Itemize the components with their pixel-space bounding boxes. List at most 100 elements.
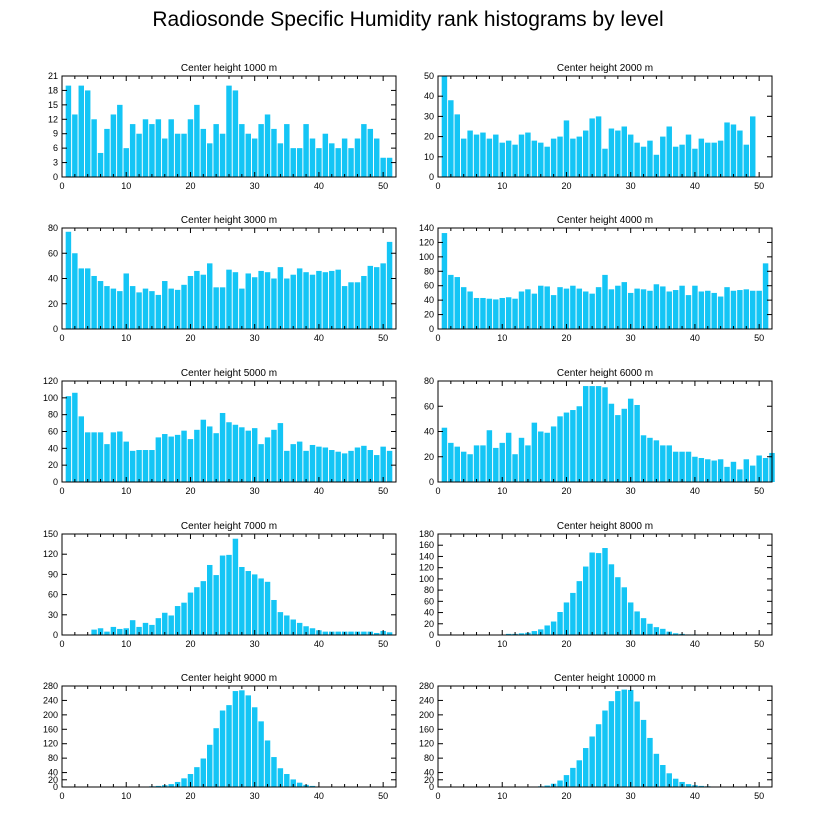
histogram-bar (743, 289, 750, 329)
histogram-bar (595, 386, 602, 482)
x-tick-label: 10 (497, 333, 507, 343)
histogram-bar (155, 294, 162, 329)
histogram-bar (226, 269, 232, 329)
histogram-bar (123, 148, 129, 177)
histogram-bar (296, 782, 303, 787)
y-tick-label: 20 (424, 452, 434, 462)
histogram-bar (621, 587, 627, 635)
histogram-bar (226, 85, 232, 177)
histogram-bar (570, 592, 576, 635)
histogram-bar (576, 288, 583, 329)
histogram-bar (589, 386, 595, 482)
histogram-bar (142, 622, 149, 635)
histogram-bar (660, 628, 666, 635)
histogram-bar (627, 134, 634, 177)
histogram-bar (123, 441, 129, 482)
histogram-bar (386, 157, 393, 177)
histogram-bar (531, 293, 538, 329)
histogram-bar (149, 624, 155, 635)
x-tick-label: 30 (250, 639, 260, 649)
histogram-bar (602, 548, 608, 635)
histogram-bar (538, 431, 544, 482)
histogram-bar (258, 721, 264, 787)
histogram-bar (640, 618, 647, 635)
x-tick-label: 20 (561, 333, 571, 343)
histogram-bar (737, 130, 743, 177)
y-tick-label: 60 (48, 590, 58, 600)
y-tick-label: 0 (429, 324, 434, 334)
x-tick-label: 50 (378, 639, 388, 649)
histogram-bar (608, 289, 615, 329)
histogram-bar (705, 142, 711, 177)
histogram-bar (595, 553, 602, 635)
y-tick-label: 40 (48, 443, 58, 453)
histogram-bar (187, 592, 194, 635)
histogram-bar (692, 456, 698, 482)
histogram-bar (290, 148, 296, 177)
histogram-bar (743, 144, 750, 177)
histogram-bar (724, 466, 730, 482)
histogram-bar (361, 124, 367, 177)
histogram-bar (361, 445, 367, 482)
histogram-bar (711, 460, 717, 482)
histogram-bar (194, 104, 200, 177)
x-tick-label: 10 (497, 486, 507, 496)
y-tick-label: 80 (424, 585, 434, 595)
histogram-bar (386, 450, 393, 482)
histogram-bar (653, 284, 660, 329)
histogram-bar (602, 710, 608, 787)
chart-title: Center height 4000 m (557, 215, 653, 226)
histogram-bar (239, 124, 245, 177)
x-tick-label: 30 (250, 791, 260, 801)
histogram-bar (207, 744, 213, 787)
histogram-bar (239, 427, 245, 482)
histogram-bar (200, 419, 207, 482)
histogram-bar (448, 274, 454, 329)
histogram-bar (621, 689, 627, 787)
histogram-bar (149, 291, 155, 329)
histogram-bar (570, 138, 576, 177)
histogram-bar (660, 445, 666, 482)
x-tick-label: 50 (754, 333, 764, 343)
histogram-bar (277, 267, 284, 329)
histogram-bar (271, 429, 277, 482)
y-tick-label: 200 (43, 710, 58, 720)
histogram-bar (91, 119, 97, 177)
histogram-bar (672, 451, 679, 482)
histogram-bar (505, 140, 512, 177)
histogram-bar (168, 436, 174, 482)
histogram-bar (155, 119, 162, 177)
y-tick-label: 180 (419, 529, 434, 539)
histogram-bar (602, 148, 608, 177)
y-tick-label: 20 (48, 299, 58, 309)
histogram-bar (187, 439, 194, 482)
x-tick-label: 30 (250, 181, 260, 191)
histogram-bar (149, 450, 155, 482)
histogram-bar (162, 281, 168, 329)
y-tick-label: 160 (419, 724, 434, 734)
histogram-bar (692, 148, 698, 177)
x-tick-label: 50 (378, 791, 388, 801)
histogram-bar (493, 447, 499, 482)
histogram-bar (621, 408, 627, 482)
histogram-bar (354, 138, 361, 177)
histogram-bar (296, 441, 303, 482)
histogram-bar (634, 142, 640, 177)
histogram-bar (666, 445, 672, 482)
histogram-bar (486, 298, 493, 329)
y-tick-label: 20 (48, 460, 58, 470)
histogram-bar (251, 707, 258, 787)
histogram-bar (348, 631, 354, 635)
histogram-bar (226, 705, 232, 787)
histogram-bar (386, 632, 393, 635)
histogram-bar (367, 128, 374, 177)
histogram-bar (341, 286, 348, 329)
histogram-bar (750, 290, 756, 329)
histogram-bar (531, 422, 538, 482)
histogram-bar (213, 575, 219, 635)
y-tick-label: 140 (419, 223, 434, 233)
y-tick-label: 40 (48, 768, 58, 778)
y-tick-label: 0 (53, 477, 58, 487)
histogram-bar (660, 136, 666, 177)
histogram-bar (258, 444, 264, 482)
